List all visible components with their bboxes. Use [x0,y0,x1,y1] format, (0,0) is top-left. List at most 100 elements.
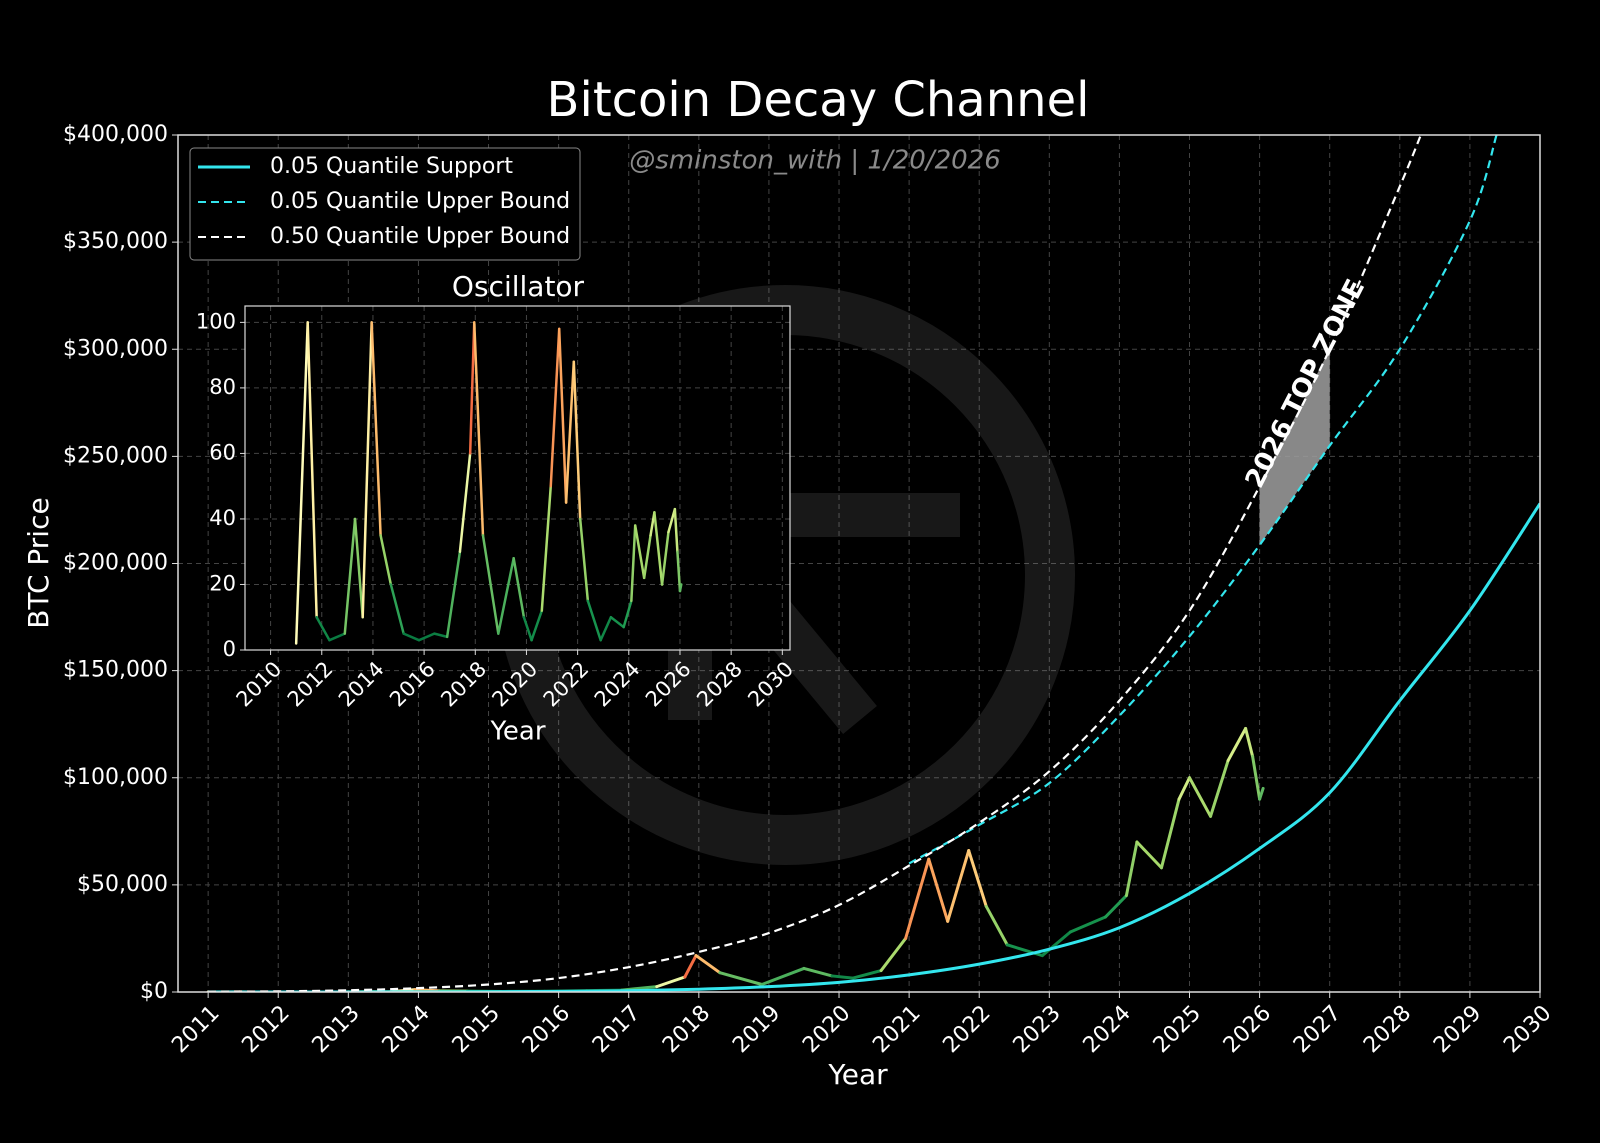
legend-box [189,147,581,261]
y-tick-label: $0 [140,979,168,1004]
oscillator-segment [549,327,561,488]
price-segment [946,849,971,923]
oscillator-segment [468,321,476,455]
oscillator-segment [578,517,590,603]
price-segment [802,966,834,978]
quantile-line [908,135,1498,865]
oscillator-segment [633,524,646,580]
oscillator-segment [572,360,582,521]
inset-plot [245,306,790,651]
oscillator-segment [481,534,500,635]
oscillator-segment [361,321,373,619]
price-segment [851,969,883,980]
inset-y-tick-label: 0 [223,637,236,661]
inset-y-tick-label: 40 [209,506,236,530]
oscillator-segment [458,452,472,553]
price-segment [683,954,698,979]
price-segment [1135,840,1163,870]
oscillator-segment [522,615,533,642]
inset-y-tick-label: 20 [209,571,236,595]
oscillator-segment [630,524,637,603]
x-axis-label: Year [827,1058,888,1091]
inset-y-tick-label: 100 [196,309,236,333]
price-segment [1103,894,1128,919]
y-tick-label: $250,000 [63,443,168,468]
oscillator-segment [564,360,576,504]
oscillator-segment [497,557,515,635]
price-segment [1209,759,1230,818]
price-segment [984,904,1009,947]
inset-background [245,306,790,650]
oscillator-segment [473,321,485,537]
chart-subtitle: @sminston_with | 1/20/2026 [629,146,1000,176]
y-tick-label: $350,000 [63,229,168,254]
price-segment [1258,786,1265,801]
top-zone [1259,349,1330,546]
main-grid [178,134,1541,993]
oscillator-segment [622,599,633,629]
oscillator-segment [417,632,436,642]
quantile-line [208,135,1422,992]
oscillator-segment [642,534,652,580]
inset-y-tick-label: 60 [209,440,236,464]
price-segment [879,936,908,973]
price-segment [927,857,950,923]
price-segment [1040,930,1072,958]
price-segment [655,975,687,989]
y-tick-label: $150,000 [63,658,168,683]
oscillator-segment [676,550,682,593]
legend-label: 0.05 Quantile Upper Bound [270,189,570,214]
legend: 0.05 Quantile Support 0.05 Quantile Upper… [198,154,570,249]
price-segment [1226,726,1248,763]
y-tick-label: $50,000 [77,872,168,897]
inset-x-axis-label: Year [489,717,545,747]
oscillator-segment [306,321,318,619]
y-axis-label: BTC Price [22,497,55,628]
oscillator-segment [402,632,421,642]
oscillator-segment [328,632,347,642]
oscillator-segment [445,550,462,639]
oscillator-segment [389,583,405,635]
oscillator-segment [667,507,677,534]
oscillator-segment [379,534,393,586]
y-tick-label: $100,000 [63,765,168,790]
price-segment [1188,776,1213,818]
oscillator-segment [540,484,553,612]
price-segment [1124,840,1139,898]
y-tick-label: $300,000 [63,336,168,361]
inset-frame [244,305,791,651]
oscillator-segment [586,599,602,642]
price-segment [1068,915,1107,934]
oscillator-segment [294,321,309,645]
price-segment [1159,797,1181,870]
price-segment [1177,776,1192,801]
legend-label: 0.05 Quantile Support [270,154,513,179]
oscillator-segment [512,557,526,619]
price-segment [904,857,931,940]
y-tick-label: $400,000 [63,122,168,147]
oscillator-segment [370,321,382,537]
price-segment [1251,754,1262,801]
oscillator-segment [530,609,544,642]
price-segment [1244,726,1255,758]
price-segment [830,974,855,980]
price-segment [718,971,764,987]
oscillator-segment [315,615,331,642]
oscillator-segment [678,583,683,593]
oscillator-segment [353,517,364,619]
oscillator-segment [343,517,357,635]
price-segment [760,966,806,987]
price-segment [967,849,988,908]
oscillator-segment [433,632,449,639]
oscillator-segment [660,530,670,586]
oscillator-segment [653,511,664,586]
oscillator-segment [557,327,568,504]
oscillator-segment [673,507,679,553]
price-segment [694,954,722,975]
oscillator-segment [599,615,613,642]
legend-label: 0.50 Quantile Upper Bound [270,224,570,249]
y-tick-label: $200,000 [63,551,168,576]
inset-title: Oscillator [452,270,585,303]
oscillator-segment [609,615,625,629]
